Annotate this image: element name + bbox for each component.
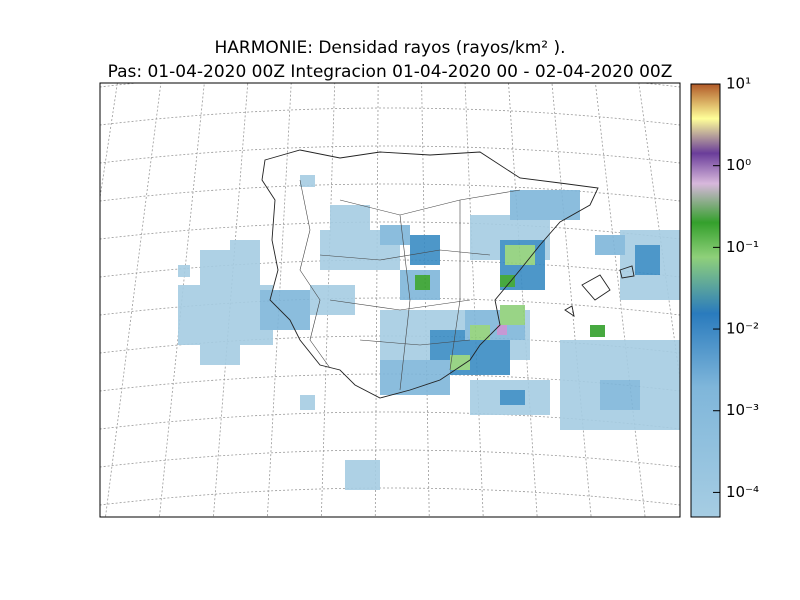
colorbar-tick-label: 10¹ [726,75,751,93]
meridian [105,83,162,517]
meridian [764,60,800,560]
parallel [100,449,680,468]
parallel [100,487,680,506]
colorbar-tick-label: 10⁻² [726,320,759,338]
balearic-islands [564,265,635,317]
parallel [100,145,680,164]
meridian [421,83,430,517]
meridian [0,60,78,560]
meridian [213,83,249,517]
colorbar-tick-label: 10⁻¹ [726,238,759,256]
colorbar-tick-label: 10⁰ [726,156,751,174]
meridian [374,83,379,517]
borders [299,179,521,391]
coastline [261,149,599,399]
meridian [508,83,538,517]
lightning-field [178,175,680,490]
meridian [100,83,118,201]
meridian [0,60,35,560]
meridian [320,83,336,517]
subtitle: Pas: 01-04-2020 00Z Integracion 01-04-20… [108,62,673,82]
title: HARMONIE: Densidad rayos (rayos/km² ). [214,38,565,58]
meridian [638,83,680,383]
parallel [100,297,680,316]
meridian [266,83,292,517]
parallel [100,107,680,126]
parallel [100,183,680,202]
colorbar [690,83,721,518]
meridian [464,83,484,517]
colorbar-tick-label: 10⁻⁴ [726,483,759,501]
map-frame [99,82,681,518]
colorbar-tick-label: 10⁻³ [726,401,759,419]
map [0,60,800,560]
